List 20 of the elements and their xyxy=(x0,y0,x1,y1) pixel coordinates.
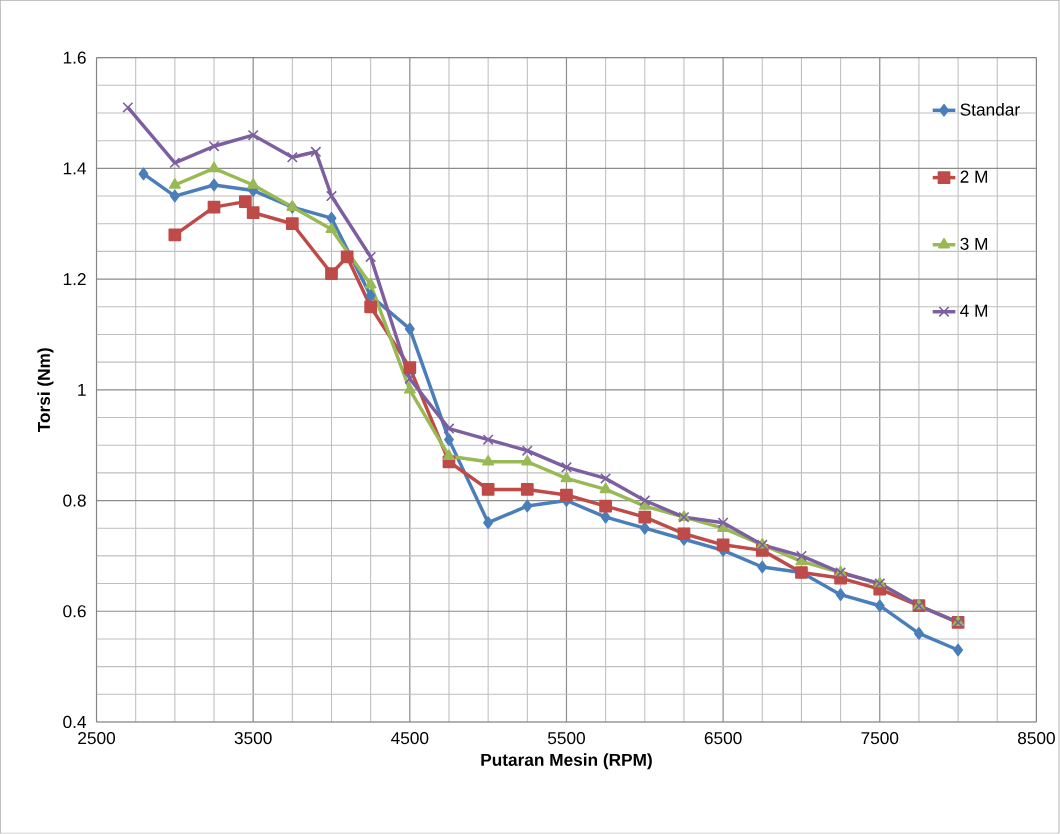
x-tick-label: 6500 xyxy=(704,732,742,745)
y-axis-title: Torsi (Nm) xyxy=(37,348,54,433)
y-tick-label: 0.8 xyxy=(63,494,86,507)
x-axis-title: Putaran Mesin (RPM) xyxy=(481,753,652,770)
legend-label: 3 M xyxy=(960,237,988,251)
legend-label: 2 M xyxy=(960,170,988,183)
x-tick-label: 5500 xyxy=(547,732,585,745)
legend-label: Standar xyxy=(960,103,1020,116)
y-tick-label: 0.4 xyxy=(63,716,87,729)
x-tick-label: 7500 xyxy=(861,732,899,745)
y-tick-label: 1.2 xyxy=(63,273,86,286)
legend-label: 4 M xyxy=(960,305,988,317)
y-tick-label: 1.4 xyxy=(63,162,87,175)
x-tick-label: 8500 xyxy=(1017,732,1055,745)
x-tick-label: 3500 xyxy=(234,732,272,745)
x-tick-label: 4500 xyxy=(391,732,429,745)
y-tick-label: 0.6 xyxy=(63,605,86,618)
y-tick-label: 1.6 xyxy=(63,51,86,64)
y-tick-label: 1 xyxy=(78,384,86,396)
x-tick-label: 2500 xyxy=(78,732,116,745)
